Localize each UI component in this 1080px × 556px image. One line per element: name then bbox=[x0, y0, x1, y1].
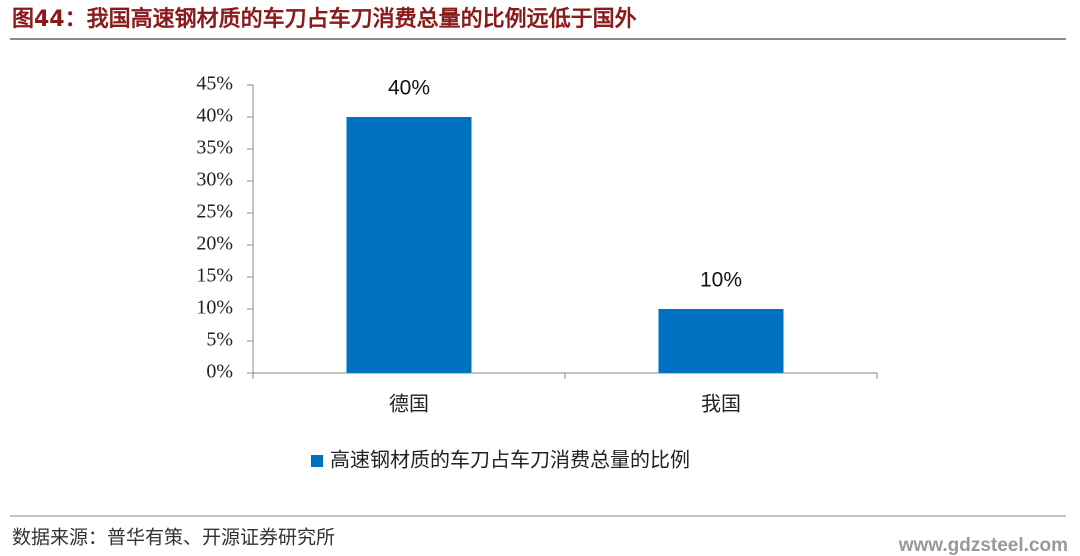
chart-title: 图44：我国高速钢材质的车刀占车刀消费总量的比例远低于国外 bbox=[12, 6, 637, 32]
bar bbox=[346, 117, 472, 373]
y-tick-label: 35% bbox=[196, 137, 233, 159]
y-tick-label: 15% bbox=[196, 265, 233, 287]
watermark: www.gdzsteel.com bbox=[898, 535, 1068, 556]
legend-swatch bbox=[311, 455, 323, 467]
x-tick-label: 德国 bbox=[389, 392, 429, 416]
data-label: 40% bbox=[388, 77, 430, 100]
y-tick-label: 5% bbox=[206, 329, 233, 351]
source-note: 数据来源：普华有策、开源证券研究所 bbox=[12, 527, 335, 549]
legend-label: 高速钢材质的车刀占车刀消费总量的比例 bbox=[330, 448, 690, 472]
y-tick-label: 20% bbox=[196, 233, 233, 255]
bar bbox=[658, 309, 784, 373]
y-tick-label: 30% bbox=[196, 169, 233, 191]
y-tick-label: 45% bbox=[196, 73, 233, 95]
y-tick-label: 10% bbox=[196, 297, 233, 319]
y-tick-label: 40% bbox=[196, 105, 233, 127]
x-tick-label: 我国 bbox=[701, 392, 741, 416]
y-tick-label: 0% bbox=[206, 361, 233, 383]
data-label: 10% bbox=[700, 269, 742, 292]
y-tick-label: 25% bbox=[196, 201, 233, 223]
